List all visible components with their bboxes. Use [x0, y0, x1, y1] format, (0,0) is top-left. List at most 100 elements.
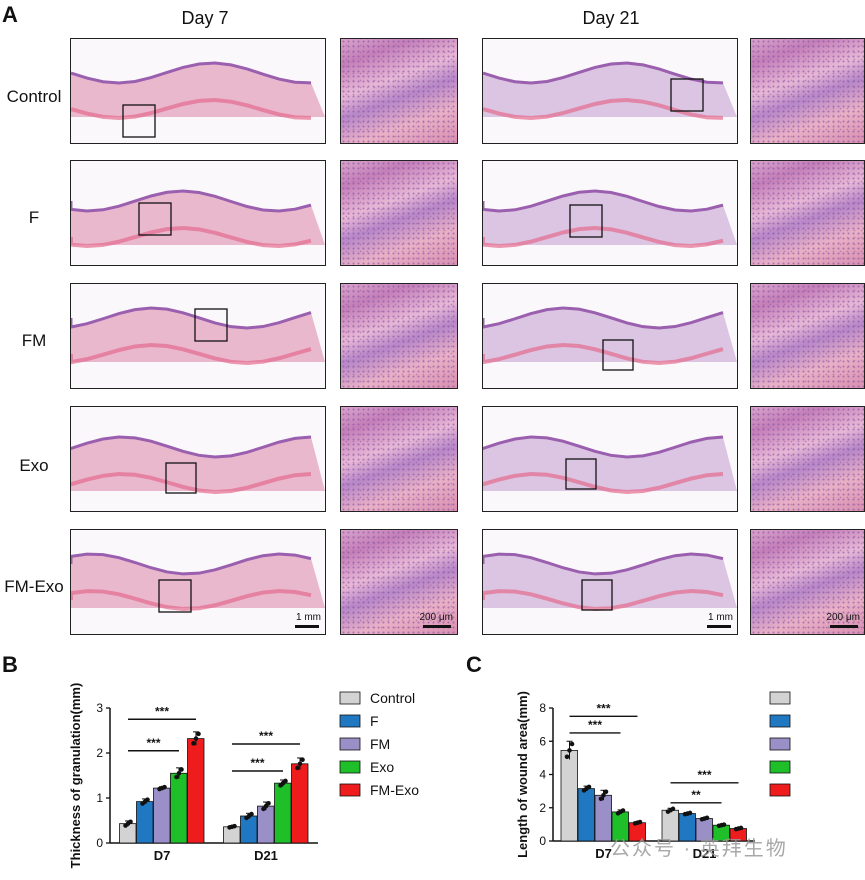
dermis-layer — [71, 191, 325, 245]
legend-swatch-control — [769, 691, 791, 705]
chart-wound-length: 0 2 4 6 8 Length of wound area(mm) D7 D21 *** ***… — [465, 680, 865, 875]
epidermis-line — [483, 435, 724, 459]
scale-bar-label: 1 mm — [708, 612, 733, 623]
tissue-texture — [341, 407, 457, 511]
data-point — [637, 819, 643, 825]
bar-control-d21 — [223, 826, 241, 844]
legend-label-fm: FM — [370, 736, 390, 752]
epidermis-line — [71, 306, 312, 330]
bar-exo-d7 — [170, 772, 188, 844]
tissue-texture — [341, 161, 457, 265]
tissue-texture — [341, 284, 457, 388]
epidermis-line — [71, 61, 312, 85]
legend-label-f: F — [370, 713, 379, 729]
tissue-section — [71, 435, 325, 494]
histology-zoom-day7-f — [340, 160, 458, 266]
significance-label: *** — [588, 718, 602, 732]
histology-overview-day21-f — [482, 160, 738, 266]
muscle-layer — [483, 225, 724, 248]
tissue-section — [483, 189, 737, 248]
significance-label: *** — [259, 729, 273, 743]
zoom-region-box — [670, 78, 704, 112]
legend-swatch-fm-exo — [339, 783, 361, 797]
zoom-region-box — [602, 339, 634, 371]
bar-f-d7 — [136, 801, 154, 844]
legend-label-fm-exo: FM-Exo — [370, 782, 419, 798]
epidermis-line — [483, 61, 724, 85]
histology-zoom-day21-exo — [750, 406, 865, 512]
y-tick-label: 1 — [96, 791, 103, 805]
data-point — [283, 778, 288, 784]
scale-bar — [830, 625, 858, 628]
epidermis-line — [71, 552, 312, 576]
dermis-layer — [71, 63, 325, 117]
tissue-texture — [751, 284, 864, 388]
scale-bar — [295, 625, 319, 628]
chart-b-svg: 0 1 2 3 Thickness of granulation(mm) D7 D21 ***… — [68, 683, 419, 869]
y-tick-label: 3 — [96, 701, 103, 715]
scale-bar — [423, 625, 451, 628]
data-point — [191, 741, 196, 746]
legend-swatch-fm — [769, 737, 791, 751]
zoom-region-box — [569, 204, 603, 238]
data-point — [567, 748, 572, 753]
tissue-texture — [341, 39, 457, 143]
dermis-layer — [71, 554, 325, 608]
row-label-f: F — [28, 208, 40, 227]
y-axis-label: Length of wound area(mm) — [515, 691, 530, 858]
zoom-region-box — [158, 579, 192, 613]
x-tick-label: D7 — [595, 846, 612, 861]
data-point — [603, 789, 609, 795]
legend-label-control: Control — [370, 690, 415, 706]
bar-fm-d7 — [153, 787, 171, 844]
muscle-layer — [483, 589, 724, 611]
data-point — [738, 825, 744, 831]
zoom-region-box — [138, 202, 172, 236]
histology-overview-day7-fm-exo: 1 mm — [70, 529, 326, 635]
tissue-section — [483, 552, 737, 611]
significance-label: *** — [697, 768, 711, 782]
y-tick-label: 2 — [539, 801, 546, 815]
data-point — [128, 819, 133, 825]
bar-f-d21 — [240, 815, 258, 844]
zoom-region-box — [122, 104, 156, 138]
histology-zoom-day21-fm-exo: 200 μm — [750, 529, 865, 635]
data-point — [196, 731, 201, 737]
muscle-layer — [71, 225, 312, 248]
tissue-texture — [751, 407, 864, 511]
legend-label-exo: Exo — [370, 759, 394, 775]
histology-overview-day7-fm — [70, 283, 326, 389]
tissue-texture — [751, 530, 864, 634]
tissue-section — [483, 435, 737, 494]
panel-c-letter: C — [466, 652, 482, 677]
scale-bar-label: 1 mm — [296, 612, 321, 623]
muscle-layer — [483, 472, 724, 494]
epidermis-line — [483, 552, 724, 576]
data-point — [687, 810, 693, 816]
zoom-region-box — [194, 308, 228, 342]
row-label-fm-exo: FM-Exo — [4, 577, 64, 596]
significance-label: *** — [146, 736, 160, 750]
histology-zoom-day7-exo — [340, 406, 458, 512]
data-point — [232, 823, 237, 829]
epidermis-line — [483, 189, 724, 213]
y-tick-label: 0 — [539, 834, 546, 848]
y-axis-label: Thickness of granulation(mm) — [68, 683, 83, 869]
data-point — [249, 811, 254, 817]
bar-f-d7 — [577, 788, 595, 842]
y-tick-label: 0 — [96, 836, 103, 850]
chart-granulation-thickness: 0 1 2 3 Thickness of granulation(mm) D7 D21 ***… — [0, 680, 455, 875]
significance-label: *** — [596, 701, 610, 715]
data-point — [297, 761, 303, 767]
data-point — [704, 815, 710, 821]
histology-zoom-day7-fm — [340, 283, 458, 389]
epidermis-line — [71, 189, 312, 213]
significance-label: *** — [155, 704, 169, 718]
data-point — [670, 806, 676, 812]
panel-a-letter: A — [2, 2, 18, 27]
tissue-texture — [751, 39, 864, 143]
muscle-layer — [71, 343, 312, 366]
tissue-section — [71, 189, 325, 248]
scale-bar-label: 200 μm — [826, 612, 860, 623]
